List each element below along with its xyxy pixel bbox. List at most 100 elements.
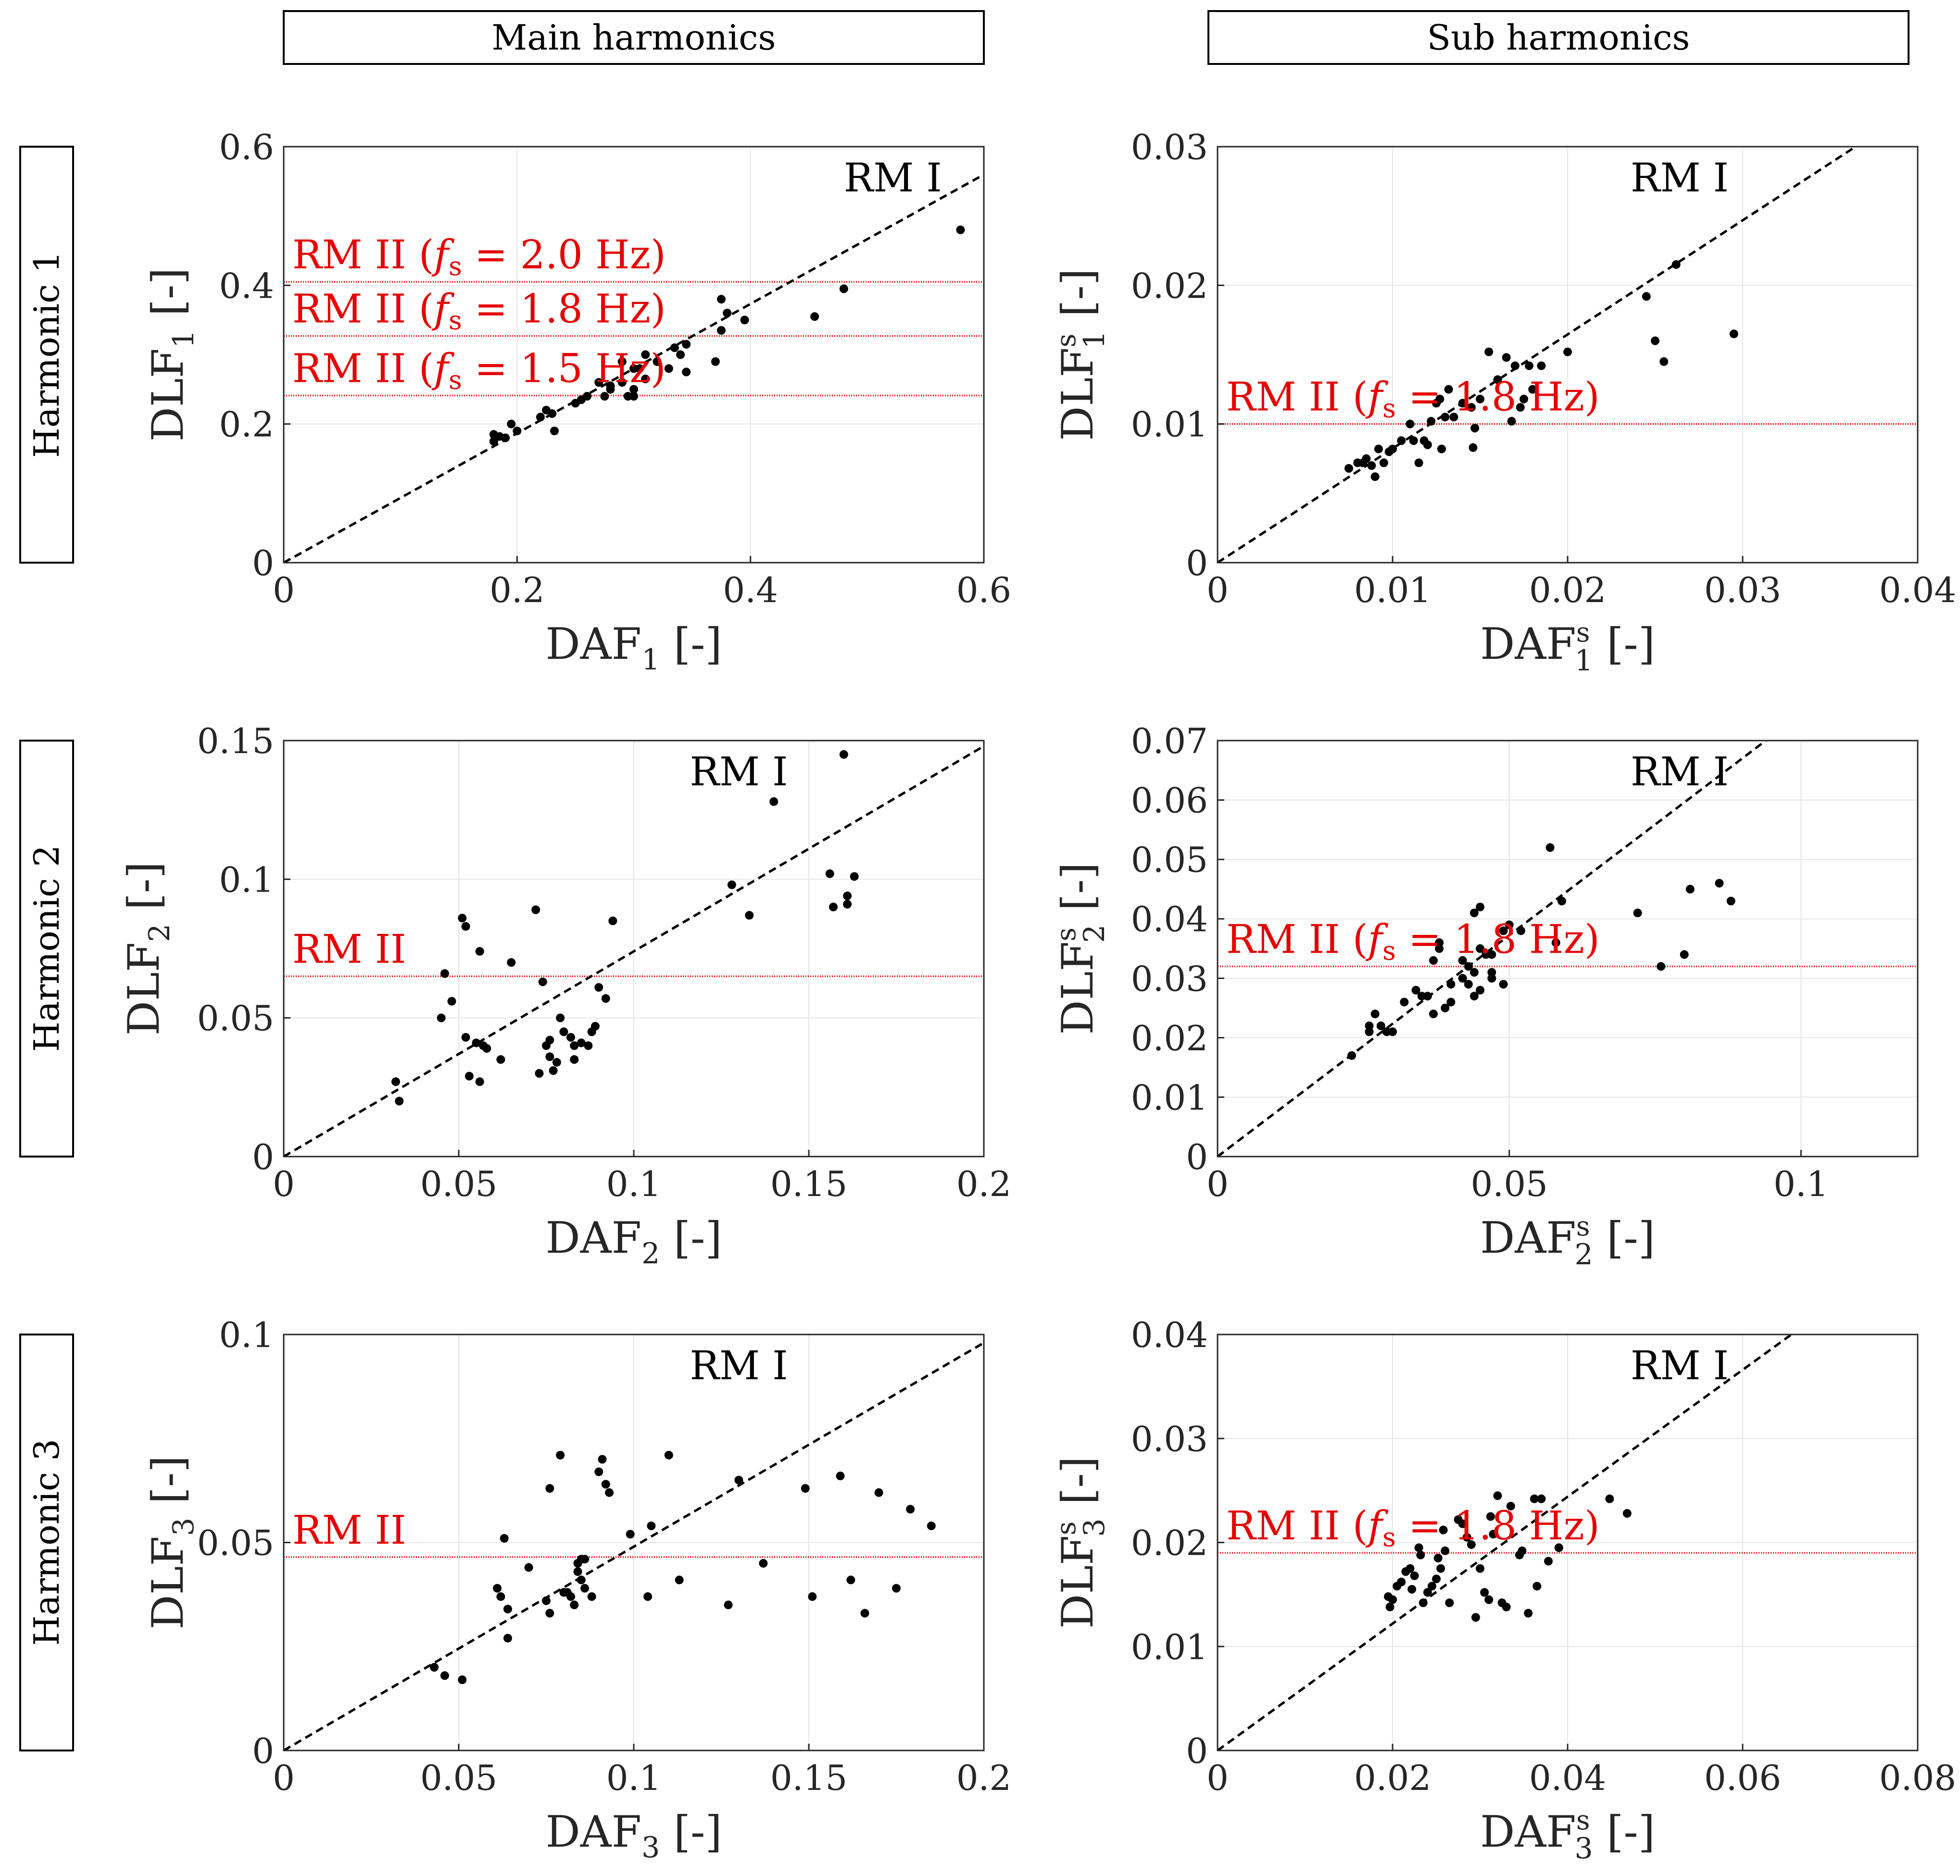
data-point xyxy=(1470,992,1479,1001)
x-tick-label: 0.2 xyxy=(956,1758,1012,1798)
column-header-box xyxy=(283,10,985,65)
data-point xyxy=(531,905,540,914)
rm2-label: RM II (fs = 1.8 Hz) xyxy=(1226,917,1600,966)
data-point xyxy=(1476,986,1484,995)
data-point xyxy=(1493,1491,1502,1500)
x-tick-label: 0 xyxy=(1206,1164,1229,1204)
y-axis-label: DLF3 [-] xyxy=(143,1456,201,1630)
data-point xyxy=(570,1055,579,1064)
data-point xyxy=(1651,336,1659,345)
data-point xyxy=(447,997,456,1006)
data-point xyxy=(843,891,852,900)
y-tick-label: 0.4 xyxy=(219,265,274,306)
data-point xyxy=(1365,1021,1374,1031)
data-point xyxy=(594,1467,603,1476)
rm1-line xyxy=(1218,1335,1794,1750)
data-point xyxy=(810,312,819,321)
row-header-box xyxy=(19,146,74,564)
rm2-label: RM II (fs = 1.8 Hz) xyxy=(1226,375,1600,424)
data-point xyxy=(675,1575,684,1585)
data-point xyxy=(1406,1564,1415,1573)
y-tick-label: 0.02 xyxy=(1131,1523,1208,1563)
rm2-label: RM II (fs = 2.0 Hz) xyxy=(292,232,666,281)
y-tick-label: 0.02 xyxy=(1131,1018,1208,1058)
data-point xyxy=(1423,992,1432,1001)
data-point xyxy=(507,958,516,967)
data-point xyxy=(1407,1585,1417,1594)
data-point xyxy=(617,357,627,366)
x-tick-label: 0.1 xyxy=(606,1758,662,1798)
data-point xyxy=(1444,385,1453,394)
data-point xyxy=(1657,962,1666,971)
data-point xyxy=(717,326,726,335)
x-tick-label: 0.05 xyxy=(420,1758,497,1798)
y-tick-label: 0.03 xyxy=(1131,958,1208,999)
x-tick-label: 0 xyxy=(1206,1758,1229,1798)
data-point xyxy=(1680,950,1689,959)
data-point xyxy=(437,1013,446,1022)
data-point xyxy=(1544,1557,1553,1566)
data-point xyxy=(580,1555,590,1564)
data-point xyxy=(465,1071,474,1081)
data-point xyxy=(629,385,638,394)
row-header-harmonic-2: Harmonic 2 xyxy=(19,740,74,1158)
data-point xyxy=(1518,1546,1527,1555)
data-point xyxy=(566,1033,575,1042)
data-point xyxy=(1406,419,1415,428)
data-point xyxy=(1458,1519,1467,1528)
data-point xyxy=(594,378,603,387)
data-point xyxy=(892,1584,901,1593)
data-point xyxy=(503,1634,512,1643)
panel-main-harmonic-3: RM II RM I 0 0.05 0.1 0.15 0.2 0 0.05 0.1 DAF3 [-]… xyxy=(143,1315,1011,1864)
data-point xyxy=(1505,920,1514,930)
data-point xyxy=(1388,1595,1397,1604)
data-point xyxy=(566,1592,575,1601)
rm1-label: RM I xyxy=(1631,749,1729,795)
data-point xyxy=(1414,1543,1423,1552)
data-point xyxy=(503,1604,512,1613)
data-point xyxy=(769,797,779,806)
data-point xyxy=(1467,403,1476,412)
data-point xyxy=(682,367,691,377)
data-point xyxy=(1502,1602,1511,1612)
y-tick-label: 0 xyxy=(1186,1137,1208,1177)
data-point xyxy=(1423,1588,1432,1597)
panel-main-harmonic-1: RM II (fs = 2.0 Hz) RM II (fs = 1.8 Hz) RM… xyxy=(143,127,1011,677)
y-tick-label: 0.07 xyxy=(1131,721,1208,761)
data-point xyxy=(458,914,467,923)
y-tick-label: 0.01 xyxy=(1131,1627,1208,1667)
y-axis-label: DLFs1 [-] xyxy=(1051,268,1111,441)
data-point xyxy=(550,427,559,436)
data-point xyxy=(1537,361,1546,370)
y-tick-label: 0.05 xyxy=(197,1523,274,1563)
y-tick-label: 0 xyxy=(252,1137,274,1177)
data-point xyxy=(1347,1051,1357,1060)
data-point xyxy=(1436,1564,1445,1573)
data-point xyxy=(629,392,638,401)
data-point xyxy=(1365,1027,1374,1036)
data-point xyxy=(1441,1004,1450,1013)
plot-content xyxy=(1218,1335,1918,1750)
data-point xyxy=(1374,444,1383,453)
data-point xyxy=(1367,461,1376,470)
data-point xyxy=(1633,908,1642,918)
y-axis-label: DLFs3 [-] xyxy=(1051,1456,1111,1629)
data-point xyxy=(1524,1609,1533,1618)
data-point xyxy=(1411,986,1420,995)
data-point xyxy=(598,1455,607,1464)
y-axis-label: DLF1 [-] xyxy=(143,268,201,442)
data-point xyxy=(559,1027,568,1036)
x-tick-label: 0.2 xyxy=(956,1164,1012,1204)
data-point xyxy=(594,983,603,992)
data-point xyxy=(430,1663,439,1672)
data-point xyxy=(874,1488,883,1497)
panel-sub-harmonic-1: RM II (fs = 1.8 Hz) RM I 0 0.01 0.02 0.03 0.04… xyxy=(1051,127,1956,678)
y-tick-label: 0.03 xyxy=(1131,1419,1208,1459)
data-point xyxy=(1344,464,1353,473)
data-point xyxy=(1726,896,1735,906)
y-tick-label: 0.06 xyxy=(1131,781,1208,821)
data-point xyxy=(1489,1530,1498,1539)
data-point xyxy=(1480,1588,1489,1597)
data-point xyxy=(1528,385,1537,394)
data-point xyxy=(1554,1543,1563,1552)
